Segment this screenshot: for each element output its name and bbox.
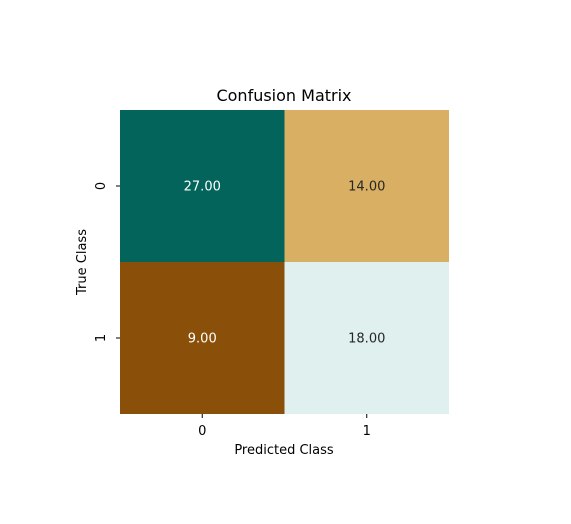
heatmap-cell-1-0: [120, 262, 285, 414]
heatmap-cell-0-0: [120, 110, 285, 262]
heatmap-cell-1-1: [284, 262, 449, 414]
heatmap-cells: [120, 110, 449, 414]
cell-value-label-1-0: 9.00: [188, 332, 217, 347]
x-tick-label-0: 0: [198, 424, 206, 439]
x-tick-label-1: 1: [363, 424, 371, 439]
cell-value-label-0-0: 27.00: [184, 180, 221, 195]
chart-title: Confusion Matrix: [216, 86, 351, 105]
y-axis: 01: [94, 182, 120, 342]
y-tick-label-1: 1: [94, 334, 109, 342]
heatmap-cell-0-1: [284, 110, 449, 262]
heatmap-cell-labels: 27.00 14.00 9.00 18.00: [184, 180, 386, 347]
y-axis-label: True Class: [75, 229, 90, 296]
cell-value-label-0-1: 14.00: [348, 180, 385, 195]
x-axis-label: Predicted Class: [234, 443, 334, 458]
y-tick-label-0: 0: [94, 182, 109, 190]
cell-value-label-1-1: 18.00: [348, 332, 385, 347]
